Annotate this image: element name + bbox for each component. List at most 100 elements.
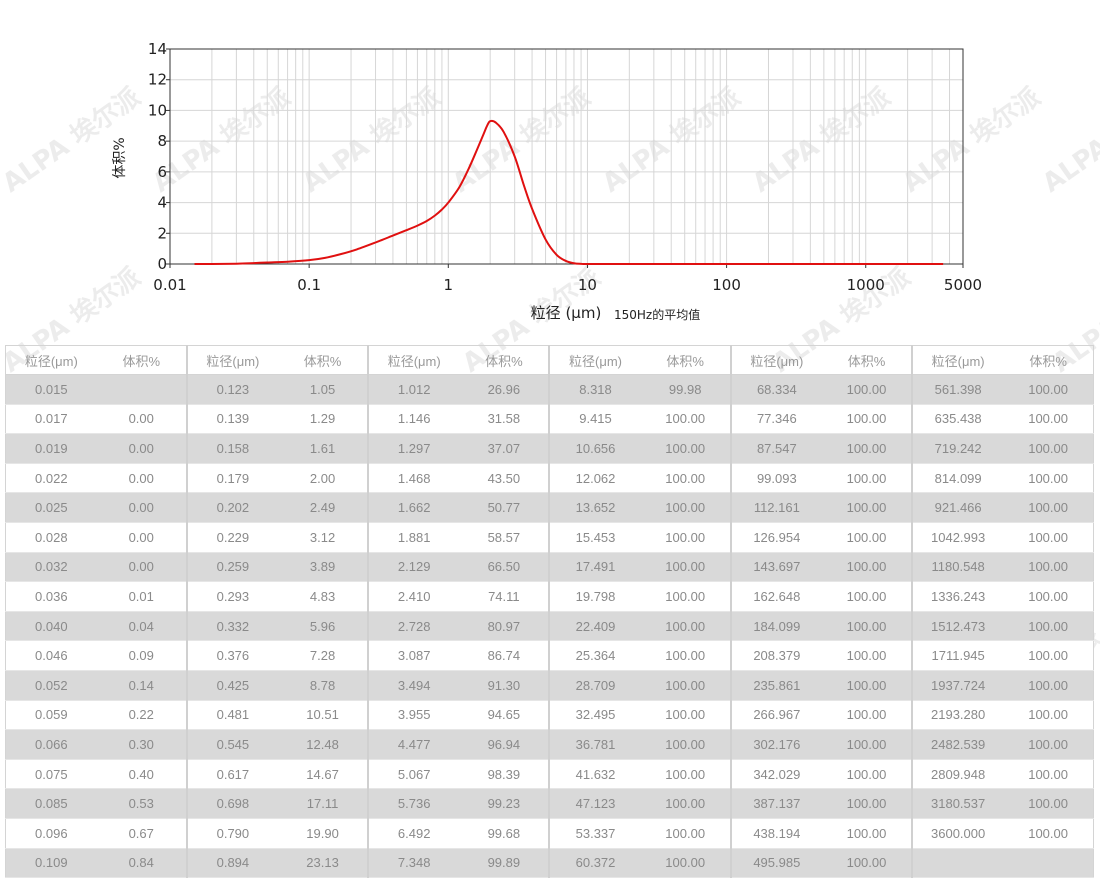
cell-volume: 0.09 — [96, 640, 187, 671]
cell-volume: 100.00 — [821, 433, 913, 464]
x-tick-label: 0.01 — [153, 276, 186, 294]
cell-volume: 31.58 — [459, 404, 550, 435]
cell-volume: 100.00 — [640, 492, 731, 523]
y-axis-label: 体积% — [112, 137, 128, 178]
cell-volume: 100.00 — [821, 463, 913, 494]
cell-size: 19.798 — [548, 581, 641, 612]
table-row: 0.028 0.00 0.229 3.12 1.881 58.57 15.453 100.00… — [4, 522, 1095, 553]
cell-size: 1180.548 — [911, 552, 1004, 583]
cell-volume: 17.11 — [277, 788, 369, 819]
cell-size: 0.085 — [4, 788, 97, 819]
cell-volume: 100.00 — [640, 670, 731, 701]
cell-volume: 100.00 — [640, 463, 731, 494]
grid-lines — [169, 48, 964, 265]
cell-volume — [1003, 848, 1095, 878]
cell-size: 438.194 — [729, 818, 822, 849]
cell-size: 99.093 — [729, 463, 822, 494]
table-row: 0.032 0.00 0.259 3.89 2.129 66.50 17.491 100.00… — [4, 552, 1095, 583]
cell-volume: 100.00 — [1003, 729, 1095, 760]
x-axis-ticks: 0.01 0.1 1 10 100 1000 5000 — [153, 264, 982, 294]
cell-size: 921.466 — [911, 492, 1004, 523]
table-row: 0.040 0.04 0.332 5.96 2.728 80.97 22.409 100.00… — [4, 611, 1095, 642]
cell-size: 0.229 — [185, 522, 278, 553]
cell-size: 1.881 — [367, 522, 460, 553]
y-axis-ticks: 0 2 4 6 8 10 12 14 — [148, 40, 170, 273]
cell-volume: 50.77 — [459, 492, 550, 523]
cell-volume: 100.00 — [1003, 463, 1095, 494]
cell-size: 0.545 — [185, 729, 278, 760]
cell-volume: 100.00 — [821, 611, 913, 642]
cell-volume: 86.74 — [459, 640, 550, 671]
cell-size: 0.096 — [4, 818, 97, 849]
cell-size: 0.139 — [185, 404, 278, 435]
cell-volume: 37.07 — [459, 433, 550, 464]
cell-size: 0.022 — [4, 463, 97, 494]
cell-volume: 3.89 — [277, 552, 369, 583]
table-row: 0.052 0.14 0.425 8.78 3.494 91.30 28.709 100.00… — [4, 670, 1095, 701]
cell-volume: 100.00 — [821, 700, 913, 731]
x-tick-label: 5000 — [944, 276, 982, 294]
cell-volume: 100.00 — [821, 818, 913, 849]
header-size-1: 粒径(μm) — [4, 345, 97, 375]
cell-volume: 100.00 — [821, 492, 913, 523]
psd-table: 粒径(μm) 体积% 粒径(μm) 体积% 粒径(μm) 体积% 粒径(μm) 体积% 粒径(μ… — [4, 345, 1095, 878]
cell-size: 0.109 — [4, 848, 97, 878]
cell-size: 1937.724 — [911, 670, 1004, 701]
cell-size: 41.632 — [548, 759, 641, 790]
cell-volume: 4.83 — [277, 581, 369, 612]
cell-volume: 100.00 — [640, 433, 731, 464]
cell-size: 6.492 — [367, 818, 460, 849]
cell-volume: 99.68 — [459, 818, 550, 849]
cell-size: 184.099 — [729, 611, 822, 642]
cell-size: 143.697 — [729, 552, 822, 583]
cell-volume: 100.00 — [821, 374, 913, 405]
header-volume-2: 体积% — [277, 345, 369, 375]
cell-volume: 96.94 — [459, 729, 550, 760]
cell-size: 561.398 — [911, 374, 1004, 405]
cell-volume: 100.00 — [1003, 581, 1095, 612]
cell-size: 0.025 — [4, 492, 97, 523]
cell-size: 1.146 — [367, 404, 460, 435]
table-row: 0.085 0.53 0.698 17.11 5.736 99.23 47.123 100.0… — [4, 788, 1095, 819]
cell-volume: 100.00 — [1003, 374, 1095, 405]
cell-volume: 3.12 — [277, 522, 369, 553]
cell-volume: 100.00 — [1003, 492, 1095, 523]
cell-size: 0.179 — [185, 463, 278, 494]
cell-volume: 19.90 — [277, 818, 369, 849]
cell-size: 53.337 — [548, 818, 641, 849]
cell-volume: 0.00 — [96, 433, 187, 464]
cell-size: 8.318 — [548, 374, 641, 405]
cell-volume: 0.53 — [96, 788, 187, 819]
cell-size: 25.364 — [548, 640, 641, 671]
cell-size: 1336.243 — [911, 581, 1004, 612]
y-tick-label: 10 — [148, 101, 167, 119]
y-tick-label: 6 — [157, 163, 167, 181]
cell-size: 47.123 — [548, 788, 641, 819]
cell-volume: 0.04 — [96, 611, 187, 642]
cell-size: 1.297 — [367, 433, 460, 464]
cell-size: 635.438 — [911, 404, 1004, 435]
cell-size: 28.709 — [548, 670, 641, 701]
x-axis-label: 粒径 (μm) — [531, 304, 602, 322]
cell-size: 0.293 — [185, 581, 278, 612]
cell-size: 0.046 — [4, 640, 97, 671]
cell-volume: 100.00 — [1003, 552, 1095, 583]
cell-size: 0.332 — [185, 611, 278, 642]
cell-size: 2193.280 — [911, 700, 1004, 731]
cell-volume: 1.05 — [277, 374, 369, 405]
cell-volume: 0.84 — [96, 848, 187, 878]
cell-size: 0.259 — [185, 552, 278, 583]
cell-volume: 23.13 — [277, 848, 369, 878]
cell-volume: 43.50 — [459, 463, 550, 494]
cell-size: 0.894 — [185, 848, 278, 878]
cell-volume: 58.57 — [459, 522, 550, 553]
cell-volume — [96, 374, 187, 405]
cell-size: 2482.539 — [911, 729, 1004, 760]
cell-size: 17.491 — [548, 552, 641, 583]
x-tick-label: 0.1 — [297, 276, 321, 294]
cell-size: 235.861 — [729, 670, 822, 701]
table-row: 0.022 0.00 0.179 2.00 1.468 43.50 12.062 100.00… — [4, 463, 1095, 494]
cell-size: 0.059 — [4, 700, 97, 731]
cell-volume: 8.78 — [277, 670, 369, 701]
cell-volume: 100.00 — [1003, 788, 1095, 819]
